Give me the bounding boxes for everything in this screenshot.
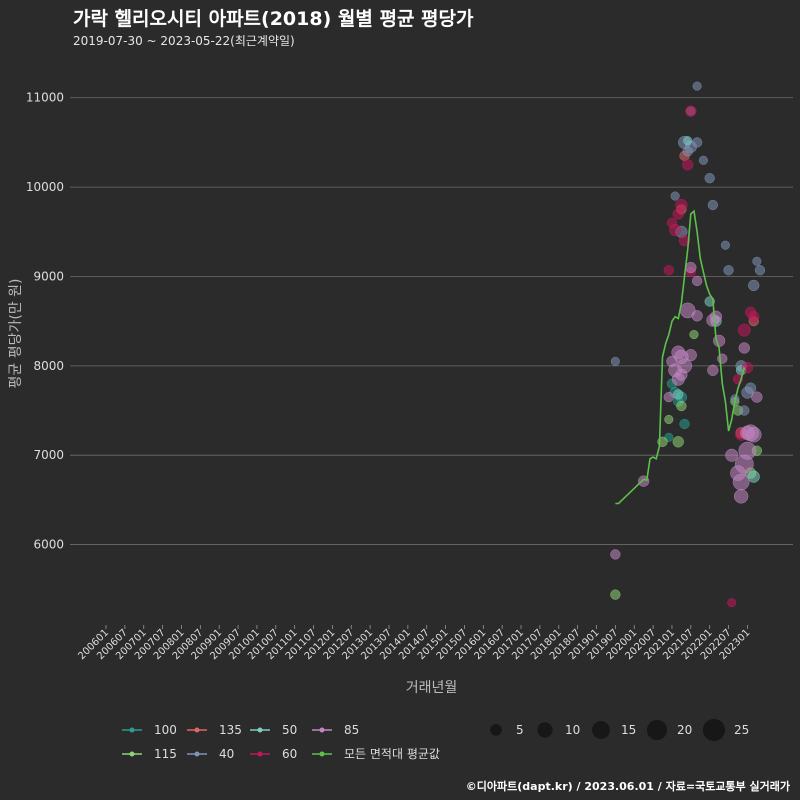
scatter-point-60: [737, 323, 751, 337]
legend-dot-115: [129, 751, 135, 757]
scatter-point-115: [610, 589, 621, 600]
scatter-point-60: [685, 105, 697, 117]
scatter-point-40: [682, 146, 693, 157]
scatter-point-40: [723, 265, 734, 276]
scatter-point-60: [672, 208, 684, 220]
scatter-point-60: [678, 235, 691, 247]
scatter-point-85: [733, 489, 749, 504]
size-legend-label: 20: [677, 723, 692, 737]
legend-dot-50: [257, 727, 263, 733]
legend-label: 85: [344, 723, 359, 737]
scatter-point-40: [748, 279, 760, 292]
scatter-point-60: [682, 159, 694, 171]
scatter-point-100: [679, 418, 690, 430]
y-tick-label: 9000: [33, 269, 64, 283]
y-tick-label: 7000: [33, 448, 64, 462]
size-legend-label: 5: [516, 723, 524, 737]
scatter-point-85: [709, 310, 723, 323]
legend-dot-40: [194, 751, 200, 757]
scatter-point-40: [704, 173, 715, 184]
legend-label: 모든 면적대 평균값: [344, 747, 440, 761]
size-legend-label: 10: [565, 723, 580, 737]
scatter-point-50: [673, 389, 684, 400]
y-tick-label: 6000: [33, 538, 64, 552]
scatter-point-50: [747, 470, 760, 483]
scatter-point-85: [691, 310, 703, 322]
size-legend-circle: [592, 721, 610, 739]
scatter-point-85: [740, 425, 755, 441]
legend-label: 115: [154, 747, 177, 761]
size-legend-label: 25: [734, 723, 749, 737]
size-legend-circle: [646, 719, 668, 741]
scatter-point-40: [752, 256, 762, 266]
scatter-point-40: [720, 240, 730, 250]
scatter-point-60: [748, 311, 760, 323]
legend-label: 100: [154, 723, 177, 737]
scatter-point-40: [610, 356, 620, 366]
legend-label: 135: [219, 723, 242, 737]
scatter-point-40: [670, 191, 680, 201]
scatter-point-50: [683, 136, 693, 146]
scatter-point-85: [610, 549, 621, 560]
legend-dot-모든 면적대 평균값: [319, 751, 325, 757]
legend-label: 40: [219, 747, 234, 761]
scatter-point-85: [684, 349, 697, 362]
y-axis-title: 평균 평당가(만 원): [8, 279, 24, 389]
scatter-point-85: [707, 364, 719, 376]
scatter-point-85: [732, 473, 750, 491]
scatter-point-60: [663, 265, 674, 276]
scatter-point-115: [676, 400, 687, 412]
scatter-point-40: [707, 199, 718, 211]
scatter-point-40: [691, 137, 703, 148]
scatter-point-40: [754, 265, 766, 276]
scatter-point-85: [738, 441, 757, 460]
scatter-point-115: [664, 414, 674, 424]
scatter-point-85: [685, 261, 697, 274]
x-axis-title: 거래년월: [406, 680, 458, 696]
average-price-line: [615, 209, 746, 505]
scatter-point-40: [744, 382, 757, 394]
legend-dot-100: [129, 727, 135, 733]
legend-dot-60: [257, 751, 263, 757]
scatter-point-85: [663, 391, 674, 403]
scatter-point-115: [689, 330, 699, 340]
legend-dot-135: [194, 727, 200, 733]
scatter-point-85: [675, 368, 688, 381]
y-tick-label: 8000: [33, 359, 64, 373]
y-tick-label: 11000: [26, 91, 64, 105]
scatter-point-85: [666, 355, 678, 368]
chart-subtitle: 2019-07-30 ~ 2023-05-22(최근계약일): [73, 34, 295, 48]
scatter-point-85: [691, 275, 703, 287]
size-legend-circle: [702, 718, 726, 742]
scatter-point-85: [751, 391, 763, 403]
size-legend-circle: [537, 722, 553, 738]
scatter-point-60: [741, 361, 754, 374]
size-legend-label: 15: [621, 723, 636, 737]
scatter-point-115: [672, 436, 684, 448]
chart-title: 가락 헬리오시티 아파트(2018) 월별 평균 평당가: [73, 8, 474, 30]
y-tick-label: 10000: [26, 180, 64, 194]
scatter-point-60: [727, 598, 737, 608]
scatter-point-60: [666, 217, 678, 228]
scatter-point-40: [739, 405, 750, 416]
scatter-point-40: [698, 155, 708, 165]
scatter-point-40: [692, 81, 702, 91]
legend-dot-85: [319, 727, 325, 733]
source-footer: ©디아파트(dapt.kr) / 2023.06.01 / 자료=국토교통부 실…: [465, 780, 790, 793]
scatter-point-85: [725, 448, 739, 462]
size-legend-circle: [490, 724, 502, 736]
scatter-point-85: [738, 342, 750, 354]
legend-label: 60: [282, 747, 297, 761]
legend-label: 50: [282, 723, 297, 737]
scatter-point-85: [717, 353, 728, 364]
